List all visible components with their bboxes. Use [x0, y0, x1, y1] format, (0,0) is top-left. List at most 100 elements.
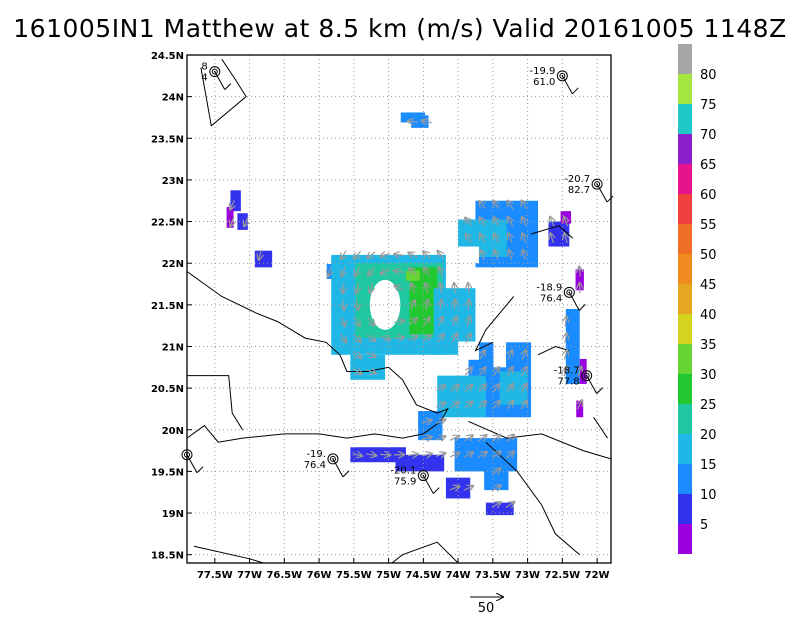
site-value: 61.0 [533, 77, 555, 88]
colorbar-label: 45 [700, 278, 717, 293]
lon-tick-label: 75W [376, 570, 401, 581]
wind-cell [230, 190, 241, 212]
wind-vector [380, 253, 391, 256]
wind-vector [244, 216, 248, 226]
colorbar-label: 20 [700, 428, 717, 443]
lat-tick-label: 24.5N [151, 51, 184, 62]
wind-vector [380, 454, 390, 455]
colorbar-top-segment [678, 44, 692, 74]
wind-barb-flag [432, 487, 440, 494]
wind-barb-staff [186, 454, 198, 473]
lat-tick-label: 22N [162, 259, 184, 270]
wind-vector [464, 368, 472, 376]
gridlines [187, 54, 611, 563]
lat-tick-label: 20.5N [151, 384, 184, 395]
observation-site: -20.782.7 [564, 174, 614, 203]
wind-vector [509, 250, 512, 260]
lon-tick-label: 73W [515, 570, 540, 581]
observation-site: 84 [201, 62, 232, 91]
wind-vector [491, 502, 501, 507]
wind-vector [491, 452, 500, 459]
lat-tick-label: 21N [162, 342, 184, 353]
wind-barb-flag [342, 470, 350, 478]
observation-site [181, 449, 204, 474]
site-ring [420, 472, 427, 479]
colorbar-segment [678, 224, 692, 254]
wind-vector [341, 250, 347, 259]
wind-vector [479, 217, 485, 226]
wind-vector [424, 267, 430, 277]
wind-vector [367, 252, 376, 258]
wind-vector [367, 317, 375, 326]
wind-vector [437, 334, 444, 343]
wind-vector [449, 453, 459, 457]
wind-cell [226, 206, 234, 228]
wind-vector [491, 485, 500, 490]
observation-sites: 84-19.961.0-20.782.7-18.976.4-18.777.8-1… [181, 62, 614, 494]
wind-vector [466, 334, 470, 343]
wind-cell [437, 375, 486, 418]
wind-vector [408, 253, 418, 257]
colorbar-segment [678, 494, 692, 524]
lat-tick-label: 21.5N [151, 301, 184, 312]
wind-barb-flag [596, 387, 604, 394]
colorbar-segment [678, 74, 692, 104]
wind-vector [454, 300, 455, 310]
lon-tick-label: 75.5W [336, 570, 372, 581]
wind-vector [356, 283, 358, 293]
wind-barb-staff [568, 292, 580, 311]
reference-vector-label: 50 [478, 601, 495, 616]
wind-vector [411, 284, 415, 294]
wind-vector [495, 250, 498, 260]
wind-vector [492, 435, 501, 442]
wind-vector [343, 299, 344, 310]
observation-site: -18.976.4 [536, 282, 586, 311]
lat-tick-label: 20N [162, 426, 184, 437]
wind-vector [463, 435, 473, 440]
wind-vector [368, 267, 375, 276]
storm-eye [369, 279, 401, 330]
wind-vector [328, 266, 331, 277]
colorbar-segment [678, 404, 692, 434]
coastline [468, 420, 611, 460]
site-ring [563, 286, 575, 298]
wind-vector [352, 453, 362, 456]
wind-vector [421, 420, 432, 423]
wind-vector [259, 249, 261, 260]
wind-vector [506, 451, 514, 459]
wind-barb-flag [224, 83, 232, 91]
coastline [485, 441, 581, 556]
wind-vector [342, 316, 346, 326]
wind-vector [479, 367, 485, 376]
wind-vector [355, 316, 360, 326]
site-temperature: -20.1 [390, 466, 416, 477]
site-ring [327, 453, 339, 465]
wind-vector [435, 403, 445, 407]
site-ring [583, 372, 590, 379]
site-value: 75.9 [394, 477, 416, 488]
wind-barb-staff [332, 458, 344, 478]
wind-vector [492, 401, 500, 409]
wind-cell [575, 269, 584, 291]
wind-vector [522, 217, 526, 227]
axis-ticks: 77.5W 77W 76.5W 76W 75.5W 75W 74.5W 74W 73.5W 73W… [151, 51, 610, 581]
lon-tick-label: 74.5W [405, 570, 441, 581]
wind-cell [576, 400, 584, 418]
wind-vector [479, 201, 487, 210]
reference-vector: 50 [470, 597, 503, 616]
wind-vector [408, 318, 417, 326]
wind-speed-field [226, 112, 587, 516]
wind-vector [407, 454, 418, 455]
wind-vector [426, 283, 428, 294]
wind-vector [478, 384, 486, 393]
wind-vector [564, 367, 567, 377]
wind-vector [449, 486, 459, 489]
wind-vector [409, 268, 418, 276]
wind-cell [395, 454, 445, 472]
wind-vector [356, 299, 358, 310]
colorbar-segment [678, 194, 692, 224]
lat-tick-label: 23N [162, 176, 184, 187]
observation-site: -20.175.9 [390, 466, 440, 494]
site-ring [209, 66, 221, 78]
